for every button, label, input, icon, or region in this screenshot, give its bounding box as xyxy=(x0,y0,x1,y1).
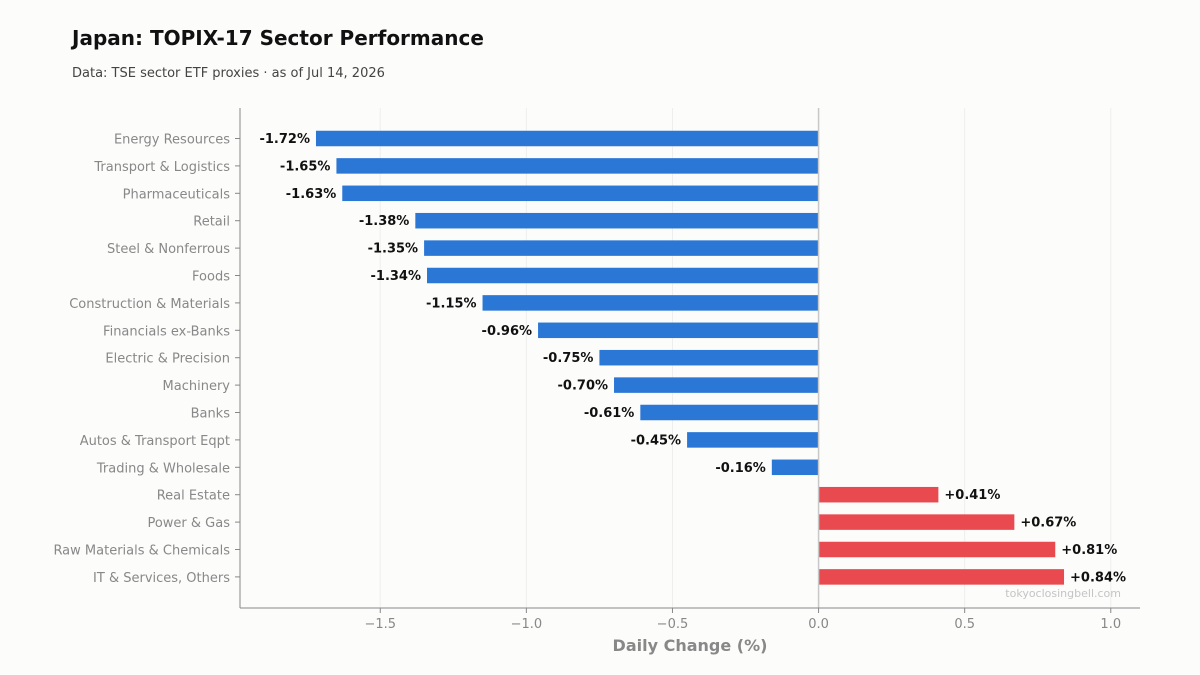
bar xyxy=(599,349,819,366)
data-label: -1.15% xyxy=(426,296,477,311)
bar xyxy=(640,404,819,421)
data-label: -1.63% xyxy=(286,187,337,202)
x-tick-label: −1.0 xyxy=(511,617,543,632)
y-tick-label: Retail xyxy=(193,215,230,230)
y-tick-label: Financials ex-Banks xyxy=(103,324,230,339)
bar xyxy=(315,130,819,147)
data-label: -0.75% xyxy=(543,351,594,366)
data-label: -0.61% xyxy=(584,406,635,421)
chart-title: Japan: TOPIX-17 Sector Performance xyxy=(72,26,484,50)
x-axis-label: Daily Change (%) xyxy=(613,636,768,655)
data-label: -1.38% xyxy=(359,214,410,229)
data-label: +0.41% xyxy=(944,488,1000,503)
data-labels: -1.72% -1.65% -1.63% -1.38% -1.35% -1.34% -1.1… xyxy=(259,132,1126,585)
bar xyxy=(818,541,1056,558)
y-tick-label: Transport & Logistics xyxy=(93,160,230,175)
bar xyxy=(482,295,819,311)
bar xyxy=(818,486,939,503)
chart-subtitle: Data: TSE sector ETF proxies · as of Jul… xyxy=(72,66,385,81)
data-label: -0.16% xyxy=(715,461,766,476)
y-tick-label: Pharmaceuticals xyxy=(123,187,231,202)
bar xyxy=(538,322,819,339)
y-tick-label: Banks xyxy=(191,407,231,422)
bar xyxy=(818,514,1015,530)
bar xyxy=(415,212,819,229)
bar xyxy=(336,158,819,174)
y-tick-label: Electric & Precision xyxy=(105,352,230,367)
bar xyxy=(424,240,819,256)
bar xyxy=(771,459,819,476)
data-label: -1.65% xyxy=(280,159,331,174)
data-label: +0.67% xyxy=(1020,516,1076,531)
y-tick-label: Real Estate xyxy=(157,489,230,504)
x-tick-label: 0.0 xyxy=(808,617,829,632)
data-label: -1.35% xyxy=(368,242,419,257)
x-tick-label: −0.5 xyxy=(657,617,689,632)
data-label: -0.45% xyxy=(631,433,682,448)
y-tick-label: Foods xyxy=(192,270,230,285)
y-tick-labels: Energy Resources Transport & Logistics Pha… xyxy=(53,133,240,586)
x-tick-labels: −1.5 −1.0 −0.5 0.0 0.5 1.0 xyxy=(364,608,1121,632)
x-tick-label: 1.0 xyxy=(1100,617,1121,632)
data-label: -0.70% xyxy=(558,379,609,394)
bar xyxy=(818,569,1065,585)
y-tick-label: Construction & Materials xyxy=(69,297,230,312)
bars xyxy=(315,130,1065,585)
bar xyxy=(427,267,819,284)
x-tick-label: 0.5 xyxy=(954,617,975,632)
data-label: +0.81% xyxy=(1061,543,1117,558)
x-tick-label: −1.5 xyxy=(364,617,396,632)
y-tick-label: Machinery xyxy=(163,379,231,394)
data-label: -0.96% xyxy=(482,324,533,339)
data-label: -1.72% xyxy=(259,132,310,147)
data-label: -1.34% xyxy=(371,269,422,284)
watermark-text: tokyoclosingbell.com xyxy=(1005,587,1121,600)
y-tick-label: Power & Gas xyxy=(147,516,230,531)
y-tick-label: IT & Services, Others xyxy=(93,571,230,586)
y-tick-label: Energy Resources xyxy=(114,133,230,148)
y-tick-label: Trading & Wholesale xyxy=(96,461,230,476)
bar xyxy=(687,432,819,448)
y-tick-label: Raw Materials & Chemicals xyxy=(53,544,230,559)
bar xyxy=(342,185,819,202)
bar xyxy=(614,377,819,393)
data-label: +0.84% xyxy=(1070,570,1126,585)
y-tick-label: Steel & Nonferrous xyxy=(107,242,230,257)
y-tick-label: Autos & Transport Eqpt xyxy=(80,434,230,449)
